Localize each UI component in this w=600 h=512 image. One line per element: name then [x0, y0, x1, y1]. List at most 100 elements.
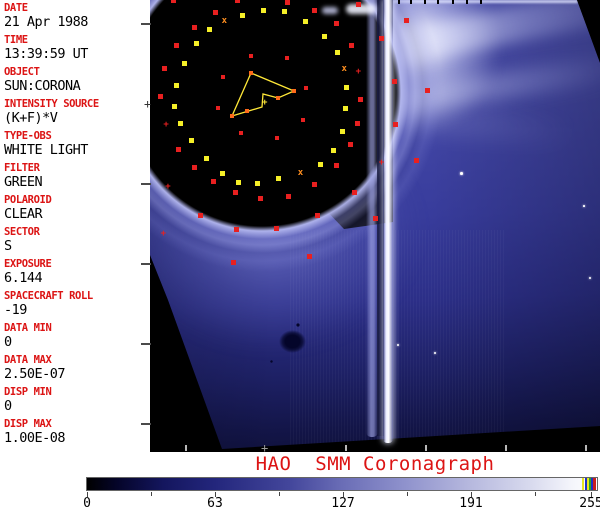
fiducial-dot: [193, 40, 199, 46]
fiducial-dot: [347, 142, 353, 148]
top-edge-dirt: [466, 0, 468, 4]
left-axis-tick: [141, 183, 151, 185]
pylon-gap: [377, 0, 384, 436]
colorbar-tick: [343, 492, 344, 497]
field-label: EXPOSURE: [4, 258, 52, 270]
left-axis-plus: +: [144, 97, 152, 111]
fiducial-dot: [203, 155, 209, 161]
metadata-field: DATA MAX 2.50E-07: [4, 354, 148, 383]
metadata-field: EXPOSURE 6.144: [4, 258, 148, 287]
top-edge-dirt: [480, 0, 482, 4]
pointer-polygon: [230, 72, 296, 118]
colorbar: [86, 477, 598, 491]
bottom-axis-tick: [585, 445, 587, 451]
fiducial-dot: [333, 163, 339, 169]
left-axis-tick: [141, 423, 151, 425]
pointer-vertex-marker: [292, 89, 296, 93]
colorbar-tick: [591, 492, 592, 497]
left-axis-tick: [141, 343, 151, 345]
field-value: 6.144: [4, 270, 43, 286]
left-axis-tick: [141, 263, 151, 265]
colorbar-marker-stripe: [591, 478, 593, 490]
pointer-vertex-marker: [276, 96, 280, 100]
fiducial-dot: [424, 87, 430, 93]
fiducial-dot: [236, 179, 242, 185]
fiducial-dot: [335, 50, 341, 56]
metadata-field: DATA MIN 0: [4, 323, 148, 351]
field-value: 1.00E-08: [4, 430, 66, 446]
field-label: SECTOR: [4, 226, 40, 238]
fiducial-dot: [358, 96, 364, 102]
colorbar-marker-stripe: [593, 478, 596, 490]
fiducial-dot: [303, 18, 309, 24]
top-edge-dirt: [424, 0, 426, 4]
field-label: DATA MAX: [4, 354, 52, 366]
colorbar-marker-stripe: [582, 478, 584, 490]
field-value: GREEN: [4, 174, 43, 190]
colorbar-tick-label: 191: [459, 496, 483, 511]
metadata-field: DISP MAX 1.00E-08: [4, 419, 148, 447]
fiducial-dot: [230, 259, 236, 265]
fiducial-dot: [303, 86, 308, 91]
metadata-field: OBJECT SUN:CORONA: [4, 66, 148, 95]
fiducial-dot: [220, 75, 225, 80]
fiducial-dot: [192, 164, 198, 170]
fiducial-dot: [161, 66, 167, 72]
metadata-field: DATE 21 Apr 1988: [4, 3, 148, 31]
fiducial-dot: [175, 146, 181, 152]
star-speck: [583, 205, 585, 207]
fiducial-dot: [317, 161, 323, 167]
fiducial-dot: [301, 117, 306, 122]
colorbar-marker-stripe: [589, 478, 591, 490]
pointer-vertex-marker: [245, 109, 249, 113]
fiducial-dot: [234, 227, 240, 233]
fiducial-dot: [240, 12, 246, 18]
fiducial-dot: [216, 106, 221, 111]
star-speck: [397, 344, 399, 346]
image-defect-blob: [278, 329, 306, 353]
fiducial-dot: [331, 148, 337, 154]
colorbar-tick-label: 0: [83, 496, 91, 511]
fiducial-dot: [321, 33, 327, 39]
fiducial-dot: [314, 212, 320, 218]
field-value: (K+F)*V: [4, 110, 58, 126]
metadata-field: INTENSITY SOURCE (K+F)*V: [4, 98, 148, 127]
fiducial-dot: [182, 60, 188, 66]
image-defect-dot: [269, 359, 273, 363]
fiducial-dot: [355, 1, 361, 7]
fiducial-dot: [274, 135, 279, 140]
fiducial-dot: [177, 121, 183, 127]
field-value: 2.50E-07: [4, 366, 66, 382]
fiducial-dot: [191, 25, 197, 31]
fiducial-dot: [239, 130, 244, 135]
fiducial-dot: [173, 43, 179, 49]
field-label: OBJECT: [4, 66, 40, 78]
fiducial-dot: [285, 0, 291, 6]
colorbar-minor-tick: [151, 492, 152, 496]
field-label: INTENSITY SOURCE: [4, 98, 99, 110]
fiducial-dot: [312, 181, 318, 187]
metadata-field: SPACECRAFT ROLL -19: [4, 291, 148, 319]
fiducial-dot: [344, 84, 350, 90]
pylon-head-highlight: [322, 7, 338, 14]
field-value: S: [4, 238, 12, 254]
star-speck: [434, 352, 436, 354]
fiducial-plus-marker: +: [160, 228, 167, 239]
fiducial-dot: [403, 17, 409, 23]
colorbar-tick: [87, 492, 88, 497]
metadata-field: TIME 13:39:59 UT: [4, 35, 148, 63]
fiducial-dot: [219, 170, 225, 176]
colorbar-marker-stripe: [585, 478, 587, 490]
metadata-field: SECTOR S: [4, 226, 148, 255]
fiducial-dot: [348, 43, 354, 49]
fiducial-dot: [311, 7, 317, 13]
fiducial-dot: [392, 122, 398, 128]
pylon-arm-bright: [383, 0, 393, 443]
pointer-plus-marker: +: [262, 98, 268, 108]
colorbar-marker-stripe: [587, 478, 589, 490]
colorbar-tick-label: 255: [579, 496, 600, 511]
fiducial-dot: [234, 0, 240, 4]
colorbar-minor-tick: [535, 492, 536, 496]
fiducial-dot: [174, 83, 180, 89]
fiducial-plus-marker: +: [165, 182, 171, 193]
